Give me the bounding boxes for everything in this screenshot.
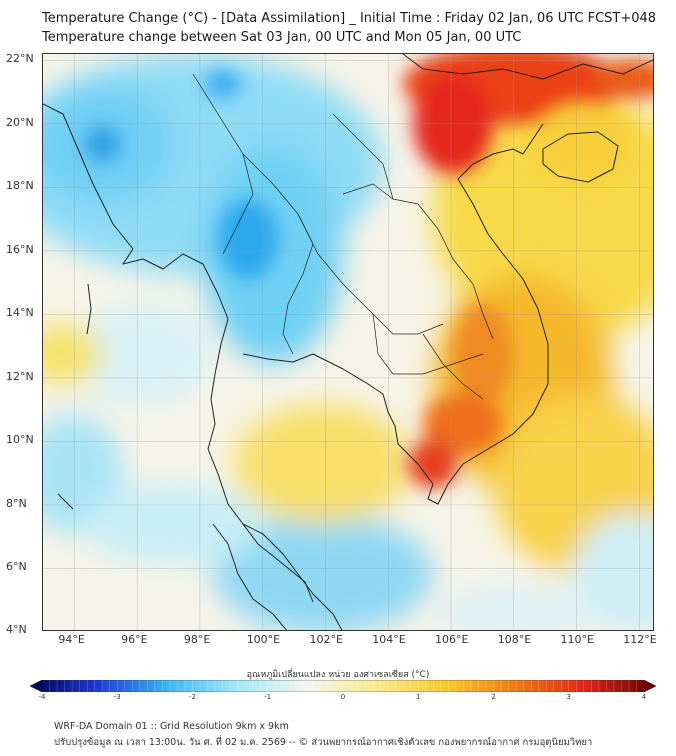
lon-tick-label: 108°E (497, 633, 532, 646)
footer-credit: ปรับปรุงข้อมูล ณ เวลา 13:00น. วัน ศ. ที่… (54, 737, 593, 748)
lon-tick-label: 112°E (623, 633, 657, 646)
colorbar-title: อุณหภูมิเปลี่ยนแปลง หน่วย องศาเซลเซียส (… (246, 670, 430, 680)
country-borders (192, 73, 494, 400)
lon-tick-label: 104°E (372, 633, 406, 646)
lon-tick-label: 98°E (183, 633, 211, 646)
lat-tick-label: 22°N (6, 52, 34, 66)
colorbar-tick-label: 3 (566, 693, 571, 701)
colorbar-tick-label: 2 (491, 693, 496, 701)
lon-tick-label: 96°E (121, 633, 148, 646)
colorbar-tick-label: -4 (38, 693, 46, 701)
colorbar-tick-label: -2 (189, 693, 196, 701)
lat-tick-label: 18°N (6, 179, 34, 193)
colorbar-tick-label: -3 (113, 693, 121, 701)
colorbar-tick-label: 4 (641, 693, 647, 701)
lat-tick-label: 14°N (6, 306, 34, 320)
lon-tick-label: 110°E (560, 633, 594, 646)
map-subtitle: Temperature change between Sat 03 Jan, 0… (42, 30, 522, 45)
lon-tick-label: 94°E (58, 633, 85, 646)
map-canvas (43, 54, 653, 630)
footer-model-info: WRF-DA Domain 01 :: Grid Resolution 9km … (54, 721, 289, 732)
lon-tick-label: 106°E (435, 633, 469, 646)
lat-tick-label: 10°N (6, 433, 34, 447)
lat-tick-label: 6°N (6, 560, 27, 574)
lat-tick-label: 20°N (6, 115, 34, 129)
temperature-field (43, 54, 653, 630)
coastlines (43, 54, 653, 630)
temperature-change-map (42, 53, 654, 631)
graticule (43, 54, 653, 630)
colorbar-tick-label: 1 (416, 693, 421, 701)
colorbar-tick-label: 0 (340, 693, 346, 701)
lat-tick-label: 4°N (6, 623, 27, 636)
map-title: Temperature Change (°C) - [Data Assimila… (42, 11, 657, 26)
lat-tick-label: 12°N (6, 369, 34, 383)
lat-tick-label: 16°N (6, 242, 34, 256)
lon-tick-label: 102°E (309, 633, 343, 646)
colorbar (30, 680, 656, 692)
colorbar-ramp (30, 680, 656, 692)
lon-tick-label: 100°E (246, 633, 281, 646)
colorbar-tick-label: -1 (264, 693, 272, 701)
lat-tick-label: 8°N (6, 496, 27, 510)
